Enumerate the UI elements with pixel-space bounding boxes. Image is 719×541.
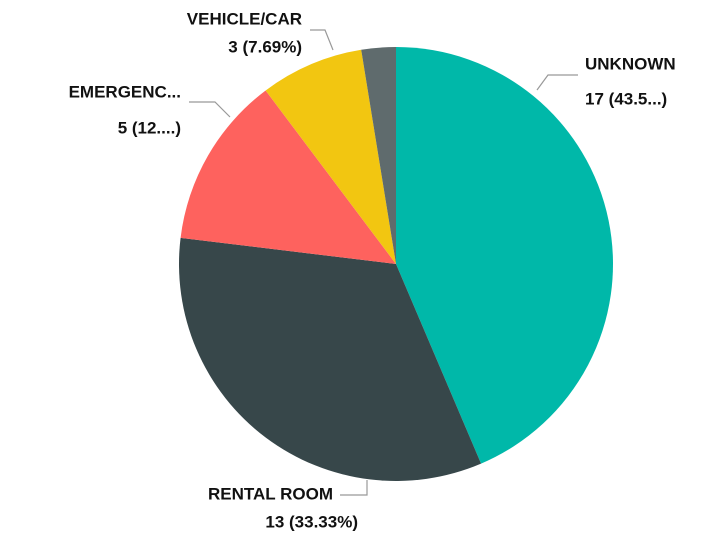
- slice-label: UNKNOWN: [585, 54, 676, 73]
- slice-value-label: 17 (43.5...): [585, 89, 667, 108]
- slice-value-label: 13 (33.33%): [265, 512, 358, 531]
- pie-slice: [361, 47, 396, 264]
- pie-slice: [265, 49, 396, 265]
- pie-slice: [180, 90, 396, 264]
- leader-line: [189, 101, 231, 118]
- slice-value-label: 5 (12....): [118, 118, 181, 137]
- leader-line: [536, 74, 578, 91]
- pie-slice: [396, 47, 613, 464]
- leader-line: [310, 29, 334, 51]
- slice-value-label: 3 (7.69%): [228, 37, 302, 56]
- slice-label: VEHICLE/CAR: [187, 9, 302, 28]
- slice-label: RENTAL ROOM: [208, 484, 333, 503]
- slice-label: EMERGENC...: [69, 82, 181, 101]
- pie-slice: [179, 237, 482, 481]
- leader-line: [340, 480, 368, 496]
